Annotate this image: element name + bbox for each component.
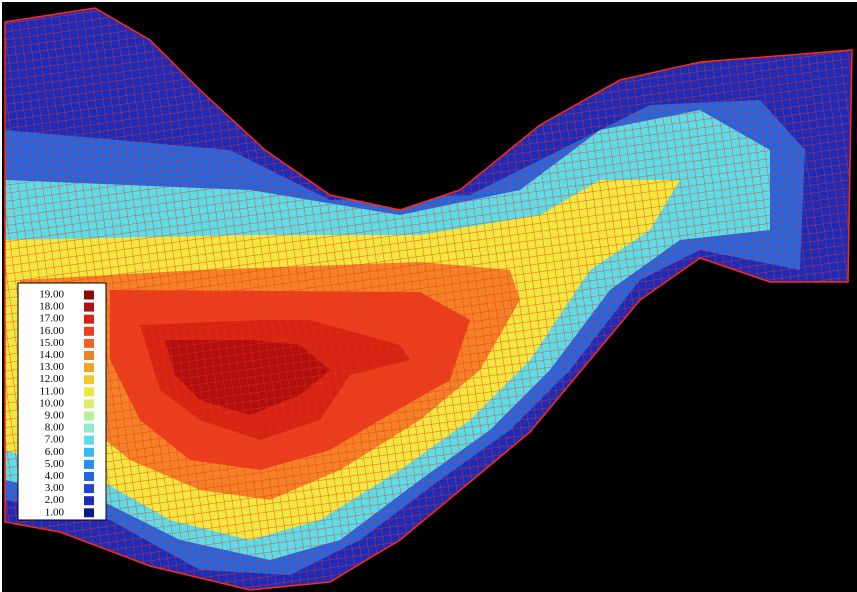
- legend-label: 18.00: [39, 301, 64, 313]
- legend-swatch: [84, 351, 94, 360]
- legend-swatch: [84, 472, 94, 481]
- legend-label: 6.00: [45, 446, 65, 458]
- legend-label: 17.00: [39, 313, 64, 325]
- legend-swatch: [84, 436, 94, 445]
- legend-label: 19.00: [39, 289, 64, 301]
- legend-label: 16.00: [39, 325, 64, 337]
- legend-swatch: [84, 399, 94, 408]
- map-view: 19.0018.0017.0016.0015.0014.0013.0012.00…: [0, 0, 857, 592]
- legend-label: 13.00: [39, 361, 64, 373]
- legend-label: 8.00: [45, 422, 65, 434]
- legend-label: 7.00: [45, 434, 65, 446]
- legend-swatch: [84, 460, 94, 469]
- legend-label: 1.00: [45, 506, 65, 518]
- legend-label: 5.00: [45, 458, 65, 470]
- legend-swatch: [84, 424, 94, 433]
- border: [0, 0, 857, 2]
- legend-swatch: [84, 496, 94, 505]
- legend-swatch: [84, 291, 94, 300]
- legend-label: 4.00: [45, 470, 65, 482]
- legend-swatch: [84, 303, 94, 312]
- legend-label: 10.00: [39, 397, 64, 409]
- legend-swatch: [84, 448, 94, 457]
- legend-swatch: [84, 387, 94, 396]
- legend-label: 2.00: [45, 494, 65, 506]
- legend-label: 11.00: [40, 385, 65, 397]
- legend-label: 12.00: [39, 373, 64, 385]
- legend-swatch: [84, 484, 94, 493]
- legend-swatch: [84, 363, 94, 372]
- legend-label: 14.00: [39, 349, 64, 361]
- legend-swatch: [84, 339, 94, 348]
- legend-label: 9.00: [45, 410, 65, 422]
- legend: 19.0018.0017.0016.0015.0014.0013.0012.00…: [18, 283, 106, 520]
- legend-swatch: [84, 315, 94, 324]
- legend-label: 3.00: [45, 482, 65, 494]
- legend-swatch: [84, 375, 94, 384]
- legend-swatch: [84, 412, 94, 421]
- legend-swatch: [84, 508, 94, 517]
- legend-swatch: [84, 327, 94, 336]
- legend-label: 15.00: [39, 337, 64, 349]
- border: [0, 0, 2, 592]
